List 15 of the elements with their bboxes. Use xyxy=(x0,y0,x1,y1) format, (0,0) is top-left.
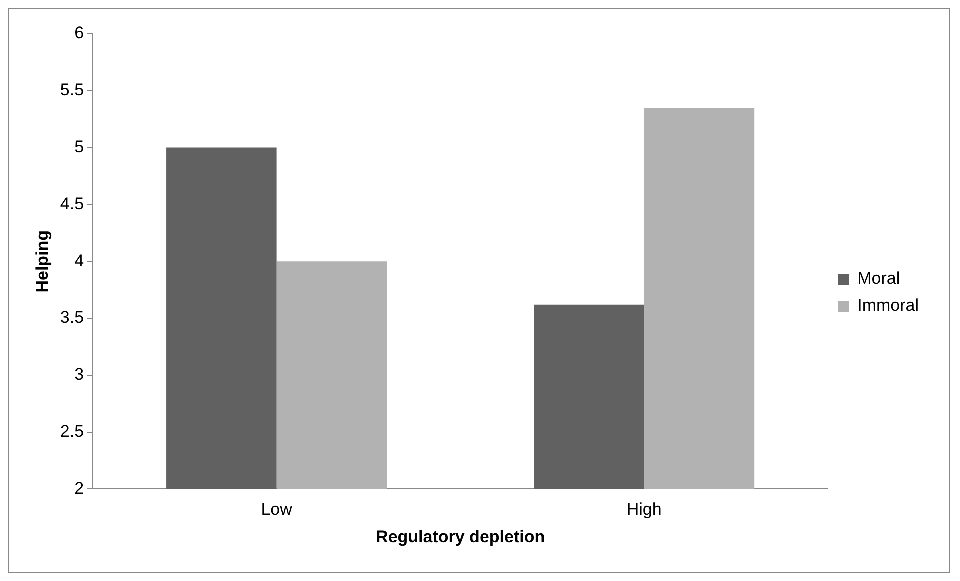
y-tick-label: 4.5 xyxy=(60,194,84,214)
x-tick-label: High xyxy=(626,500,662,520)
x-axis-title: Regulatory depletion xyxy=(376,527,546,546)
y-tick-label: 4 xyxy=(74,251,84,270)
y-tick-label: 2.5 xyxy=(60,422,84,441)
y-axis-title: Helping xyxy=(32,230,52,293)
y-tick-label: 5.5 xyxy=(60,80,84,100)
y-tick-label: 6 xyxy=(74,24,84,43)
y-tick-label: 3.5 xyxy=(60,308,84,328)
y-tick-label: 5 xyxy=(74,137,84,156)
x-tick-label: Low xyxy=(261,500,294,520)
y-tick-label: 2 xyxy=(74,478,84,498)
legend-label: Immoral xyxy=(858,296,920,316)
legend-label: Moral xyxy=(858,269,900,288)
y-tick-label: 3 xyxy=(74,365,84,384)
